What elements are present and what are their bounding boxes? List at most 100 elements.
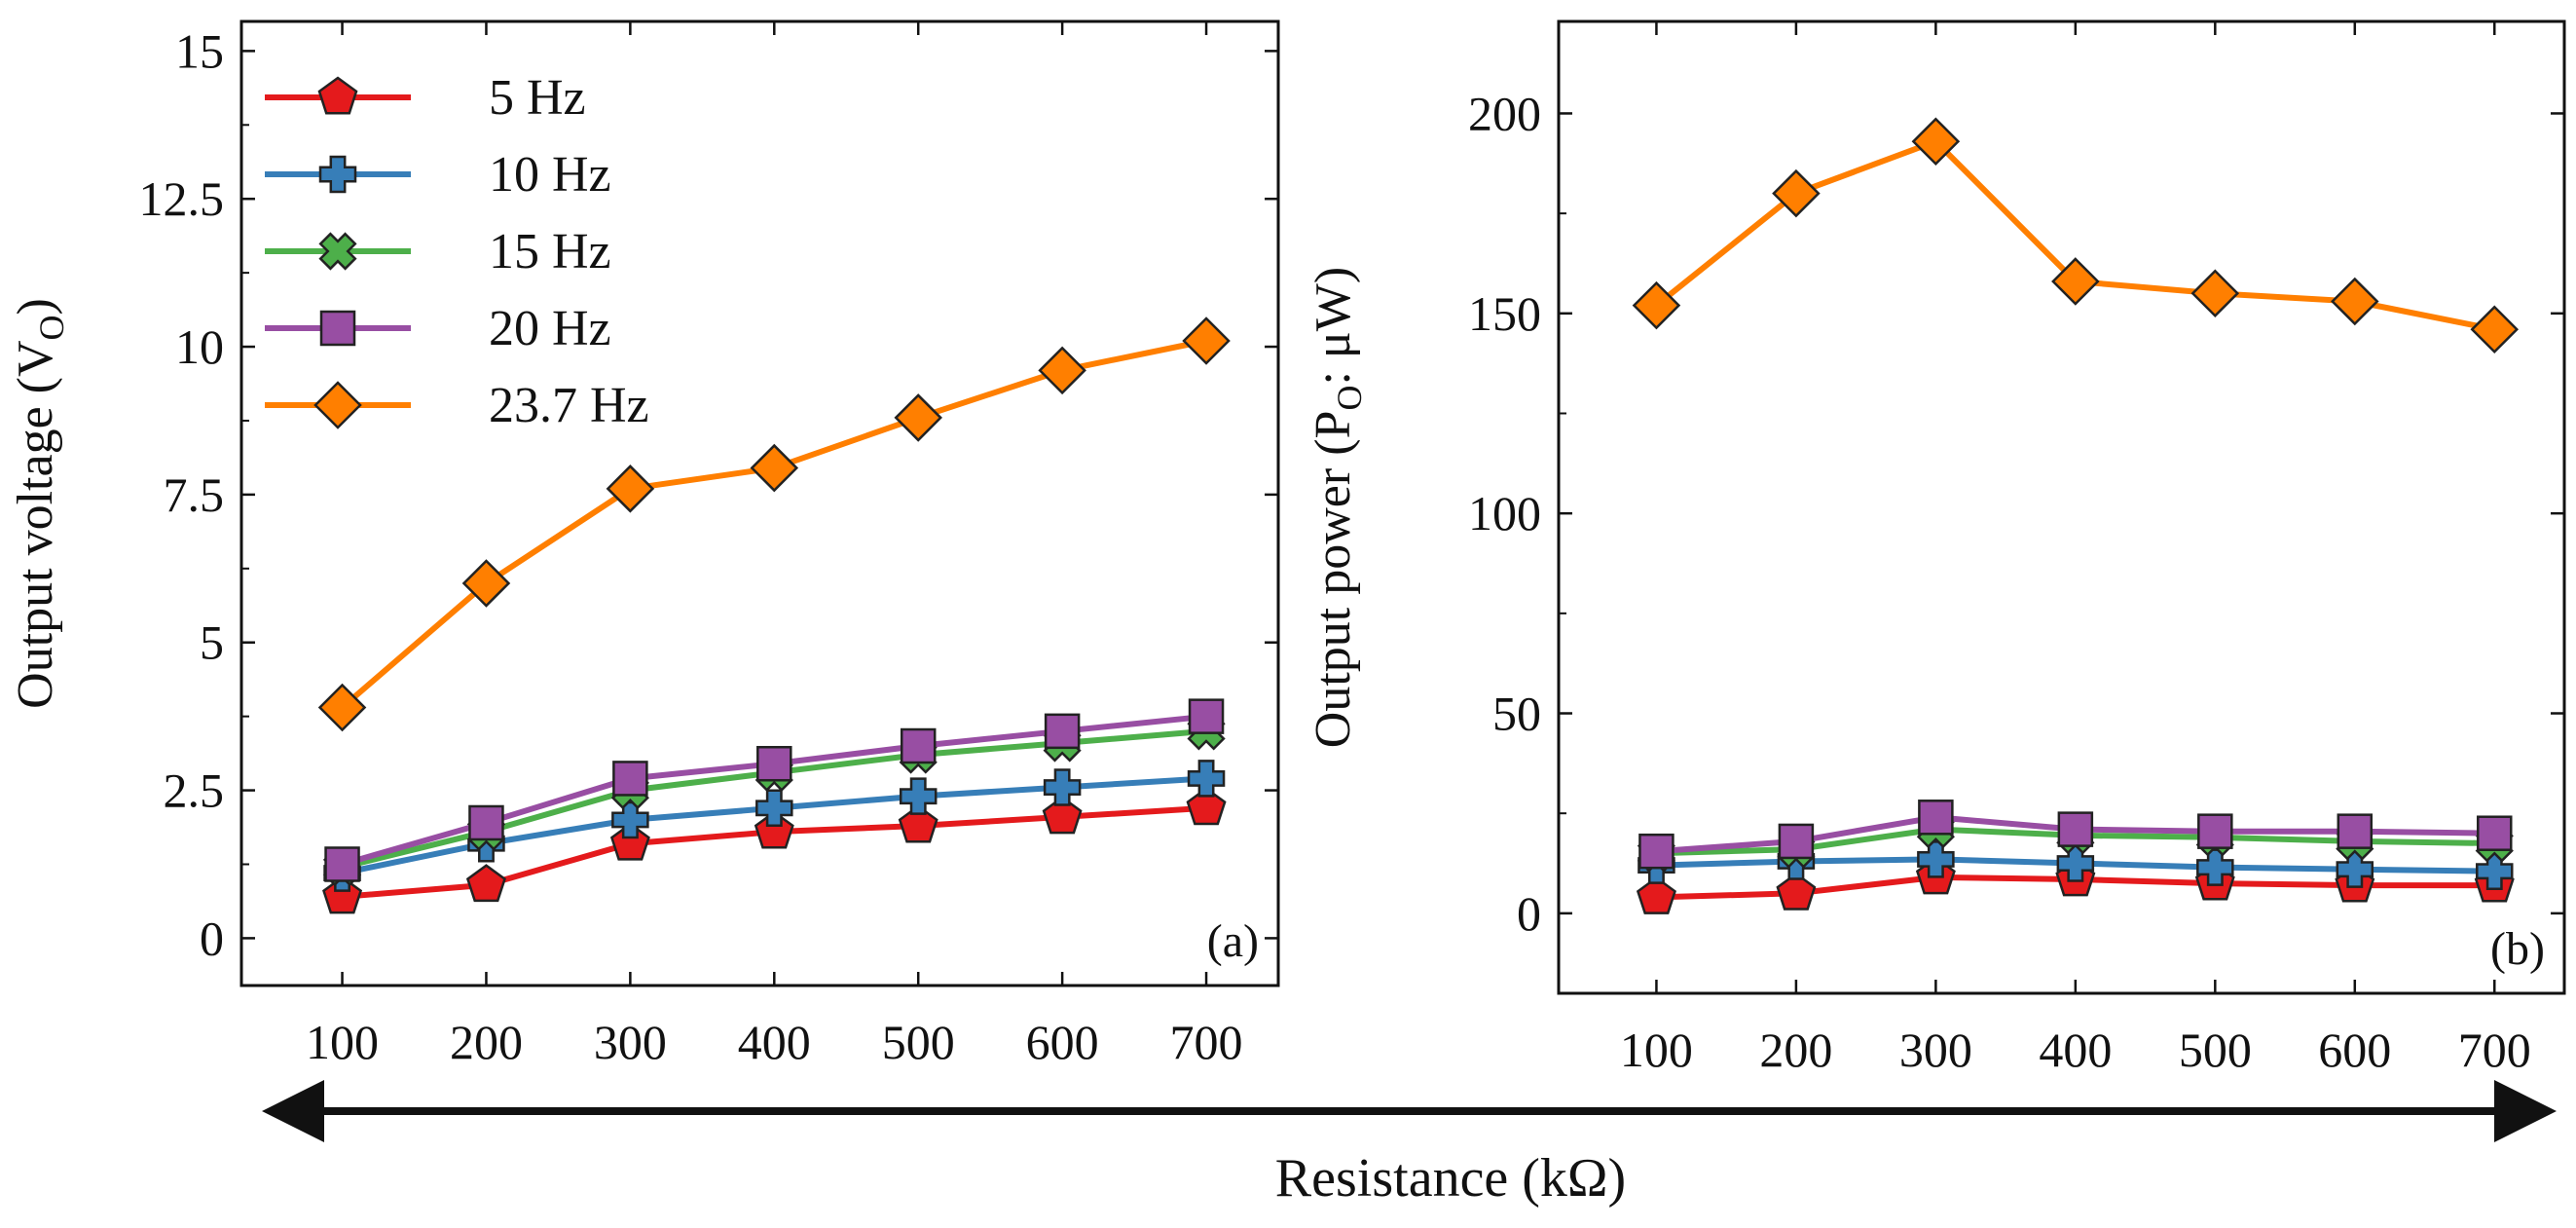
y-tick-label: 15 [175,23,224,78]
series-20-hz [324,698,1225,882]
data-point-5-hz [465,864,506,903]
data-point-5-hz [1776,872,1817,911]
data-point-23-7-hz [894,393,942,442]
data-point-23-7-hz [2051,257,2100,306]
legend-label: 23.7 Hz [489,378,649,433]
y-axis-title-subscript: O [32,315,71,340]
x-tick-label: 100 [1620,1023,1693,1077]
data-point-23-7-hz [461,559,511,608]
y-axis-title-end: ) [8,298,63,315]
data-point-20-hz [612,761,648,797]
legend-marker-10-hz [318,155,357,194]
data-point-23-7-hz [1038,346,1086,395]
data-point-5-hz [1636,875,1676,914]
series-line-23-7-hz [340,338,1207,710]
x-tick-label: 100 [306,1015,379,1069]
y-axis-title: Output power (PO: μW) [1306,267,1369,748]
y-axis-title-main: Output power (P [1306,411,1361,749]
legend-item-15-hz: 15 Hz [265,224,611,279]
y-tick-label: 0 [200,911,224,965]
plot-frame [1557,19,2566,995]
data-point-20-hz [1188,698,1225,734]
panel-label: (a) [1207,915,1259,967]
x-tick-label: 500 [2179,1023,2252,1077]
data-point-5-hz [754,810,794,849]
data-point-10-hz [1043,768,1082,806]
data-point-23-7-hz [317,683,367,732]
plot-frame [239,19,1280,987]
x-tick-label: 400 [2039,1023,2112,1077]
y-tick-label: 150 [1468,286,1541,341]
legend-item-20-hz: 20 Hz [265,301,611,356]
x-tick-label: 700 [1170,1015,1243,1069]
data-point-23-7-hz [2331,277,2379,326]
data-point-20-hz [756,745,792,782]
y-tick-label: 100 [1468,486,1541,540]
series-20-hz [1638,800,2513,870]
data-point-23-7-hz [1772,168,1821,218]
x-tick-label: 700 [2458,1023,2531,1077]
x-tick-label: 600 [2318,1023,2391,1077]
x-tick-label: 300 [1899,1023,1972,1077]
y-tick-label: 50 [1492,687,1541,741]
legend-label: 15 Hz [489,224,611,279]
series-23-7-hz [1632,117,2520,354]
legend-marker-5-hz [317,76,358,115]
x-tick-label: 200 [1759,1023,1832,1077]
x-tick-label: 400 [738,1015,811,1069]
data-point-5-hz [609,822,650,861]
x-tick-label: 500 [882,1015,955,1069]
legend-item-10-hz: 10 Hz [265,147,611,203]
series-23-7-hz [317,316,1231,732]
y-tick-label: 7.5 [164,467,225,522]
data-point-5-hz [898,804,938,843]
y-tick-label: 200 [1468,86,1541,140]
y-tick-label: 10 [175,319,224,374]
data-point-20-hz [1044,713,1081,750]
legend-label: 10 Hz [489,147,611,203]
y-axis-title-subscript: O [1330,386,1369,411]
data-point-23-7-hz [1632,280,1681,330]
data-point-20-hz [900,727,937,764]
data-point-10-hz [755,789,793,828]
y-axis-title-main: Output voltage (V [8,340,63,708]
legend: 5 Hz 10 Hz 15 Hz 20 Hz 23.7 Hz [265,70,649,433]
data-point-10-hz [2476,852,2514,890]
data-point-10-hz [611,800,649,839]
x-tick-label: 300 [594,1015,667,1069]
resistance-axis-label: Resistance (kΩ) [1275,1148,1626,1209]
panel-b-chart: 0 50 100 150 200 100 200 300 400 500 600 700 Output … [1306,19,2566,1077]
data-point-5-hz [1042,796,1083,835]
legend-marker-23-7-hz [313,381,362,429]
y-tick-label: 12.5 [139,171,225,226]
legend-label: 20 Hz [489,301,611,356]
series-5-hz [322,787,1227,914]
data-point-20-hz [1778,823,1815,860]
y-tick-label: 2.5 [164,763,225,818]
y-axis-title: Output voltage (VO) [8,298,71,709]
legend-label: 5 Hz [489,70,586,126]
data-point-10-hz [1917,840,1955,878]
data-point-20-hz [2477,815,2513,851]
data-point-10-hz [899,777,938,815]
y-axis-title-end: : μW) [1306,267,1361,386]
legend-item-5-hz: 5 Hz [265,70,586,126]
data-point-23-7-hz [1182,316,1231,365]
legend-item-23-7-hz: 23.7 Hz [265,378,649,433]
x-tick-label: 600 [1026,1015,1099,1069]
data-point-5-hz [322,875,363,914]
x-tick-label: 200 [450,1015,523,1069]
data-point-10-hz [2056,844,2095,882]
data-point-23-7-hz [606,465,655,513]
legend-marker-15-hz [318,232,357,271]
panel-a-chart: 0 2.5 5 7.5 10 12.5 15 100 200 300 400 500 600 700 Out… [8,19,1280,1069]
data-point-20-hz [1918,800,1954,836]
data-point-5-hz [1186,787,1227,826]
data-point-20-hz [2057,811,2094,847]
data-point-23-7-hz [2470,305,2520,354]
data-point-10-hz [2336,850,2374,888]
legend-marker-20-hz [319,310,356,347]
data-point-20-hz [468,804,504,841]
panel-label: (b) [2490,923,2545,975]
